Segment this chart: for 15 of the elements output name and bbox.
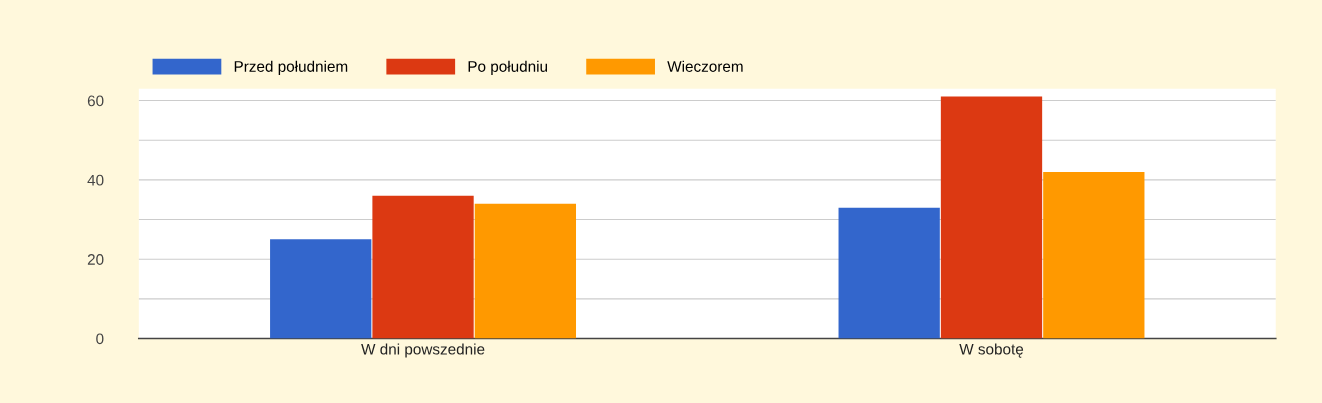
x-tick-label: W dni powszednie [361,343,485,358]
y-tick-label: 60 [87,95,104,107]
bar [838,207,940,339]
legend-label: Po południu [468,60,548,75]
y-tick-label: 40 [87,174,104,186]
y-tick-label: 0 [96,333,104,345]
x-tick-label: W sobotę [959,343,1024,358]
bar [270,239,372,339]
y-tick-label: 20 [87,254,104,265]
bar [372,195,474,339]
bar [474,203,577,339]
legend-label: Przed południem [234,60,348,75]
legend-label: Wieczorem [667,60,743,72]
bar [1043,171,1145,339]
bar [940,96,1043,339]
